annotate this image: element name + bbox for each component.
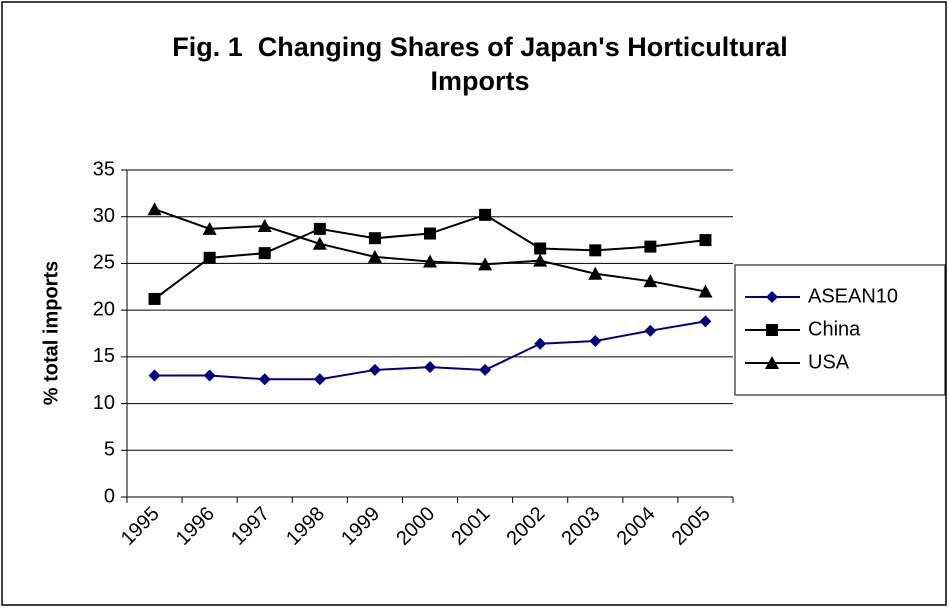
y-tick-label: 5	[104, 439, 115, 461]
point	[367, 249, 382, 263]
point	[699, 315, 712, 328]
point	[368, 232, 381, 245]
point	[533, 253, 548, 267]
point	[258, 373, 271, 386]
point	[148, 369, 161, 382]
point	[643, 274, 658, 288]
legend-marker	[766, 324, 778, 336]
point	[644, 324, 657, 337]
point	[424, 227, 436, 240]
y-tick-label: 15	[93, 345, 115, 367]
point	[534, 337, 547, 350]
point	[534, 242, 547, 255]
y-tick-label: 10	[93, 392, 115, 414]
point	[698, 284, 713, 298]
point	[424, 361, 436, 374]
point	[147, 202, 162, 216]
legend-label: ASEAN10	[808, 285, 898, 307]
point	[313, 222, 326, 235]
point	[478, 257, 493, 271]
point	[423, 254, 437, 268]
y-tick-label: 25	[93, 252, 115, 274]
y-axis-label: % total imports	[40, 261, 62, 405]
legend-marker	[766, 291, 778, 303]
y-tick-label: 35	[93, 158, 115, 180]
legend-marker	[765, 356, 779, 369]
chart-title: Fig. 1 Changing Shares of Japan's Hortic…	[172, 32, 796, 96]
y-tick-label: 20	[93, 298, 115, 320]
point	[313, 373, 326, 386]
point	[312, 236, 327, 250]
point	[644, 240, 657, 253]
y-tick-label: 0	[104, 485, 115, 507]
point	[202, 221, 217, 235]
point	[699, 234, 712, 247]
point	[589, 244, 602, 257]
point	[588, 266, 603, 280]
point	[368, 363, 381, 376]
point	[258, 247, 271, 260]
point	[203, 251, 216, 264]
point	[148, 292, 161, 305]
point	[203, 369, 216, 382]
point	[479, 208, 492, 221]
point	[479, 363, 492, 376]
point	[257, 219, 272, 233]
legend-label: USA	[808, 351, 850, 373]
y-tick-label: 30	[93, 205, 115, 227]
point	[589, 334, 602, 347]
legend-label: China	[808, 318, 861, 340]
